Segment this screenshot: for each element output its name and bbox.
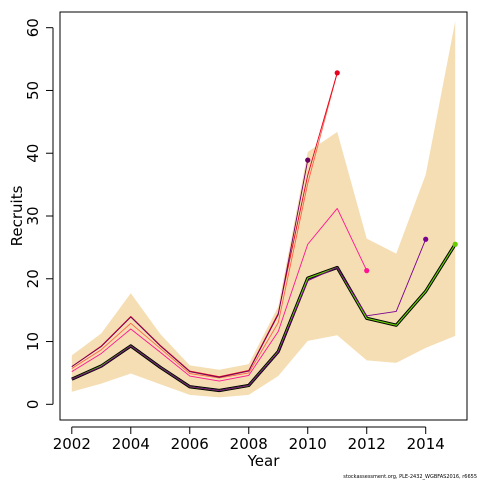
series-end-point-2 (423, 236, 429, 242)
plot-frame (59, 11, 468, 421)
y-axis: 0 10 20 30 40 50 60 (24, 18, 54, 410)
series-line-4 (71, 72, 338, 379)
series-end-point-1 (452, 241, 458, 247)
series-end-point-6 (305, 157, 311, 163)
x-tick-label-2008: 2008 (230, 435, 268, 453)
series-layer (71, 72, 457, 393)
y-tick-label-40: 40 (24, 144, 42, 163)
x-tick-label-2010: 2010 (289, 435, 327, 453)
series-end-point-3 (364, 268, 370, 274)
x-tick-label-2014: 2014 (407, 435, 445, 453)
y-tick-label-60: 60 (24, 18, 42, 37)
x-tick-label-2004: 2004 (112, 435, 150, 453)
series-line-2 (71, 239, 427, 391)
series-end-point-5 (334, 70, 340, 76)
y-tick-label-50: 50 (24, 81, 42, 100)
end-points-layer (305, 70, 458, 274)
series-line-3 (71, 208, 368, 382)
y-axis-title: Recruits (8, 185, 26, 246)
y-tick-label-10: 10 (24, 332, 42, 351)
y-tick-label-0: 0 (24, 400, 42, 410)
x-tick-label-2012: 2012 (348, 435, 386, 453)
y-tick-label-30: 30 (24, 206, 42, 225)
x-tick-label-2006: 2006 (171, 435, 209, 453)
y-tick-label-20: 20 (24, 269, 42, 288)
x-axis: 2002 2004 2006 2008 2010 2012 2014 (53, 426, 445, 453)
series-line-6 (71, 160, 309, 378)
x-tick-label-2002: 2002 (53, 435, 91, 453)
source-note: stockassessment.org, PLE-2432_WGBFAS2016… (343, 474, 477, 480)
x-axis-title: Year (247, 452, 281, 470)
